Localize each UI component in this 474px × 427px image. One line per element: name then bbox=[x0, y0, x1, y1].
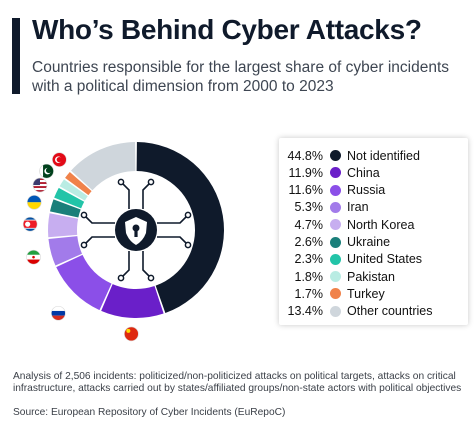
legend-label: Not identified bbox=[347, 148, 420, 163]
legend-swatch bbox=[330, 271, 341, 283]
legend-item-not-identified: 44.8% Not identified bbox=[279, 147, 468, 164]
legend-label: Ukraine bbox=[347, 235, 391, 249]
legend-label: Turkey bbox=[347, 286, 385, 301]
legend-swatch bbox=[330, 219, 341, 231]
donut-slice-turkey bbox=[65, 172, 92, 196]
chart-legend: 44.8% Not identified 11.9% China 11.6% Russia… bbox=[279, 138, 468, 325]
legend-item-russia: 11.6% Russia bbox=[279, 182, 468, 199]
united-states-flag-icon bbox=[32, 177, 48, 193]
donut-chart bbox=[22, 142, 225, 342]
donut-slice-other-countries bbox=[71, 142, 136, 191]
legend-item-united-states: 2.3% United States bbox=[279, 251, 468, 268]
donut-slice-pakistan bbox=[59, 179, 88, 201]
donut-slice-ukraine bbox=[49, 199, 81, 218]
legend-label: Russia bbox=[347, 183, 386, 198]
footnote: Analysis of 2,506 incidents: politicized… bbox=[13, 371, 462, 394]
legend-value: 11.6% bbox=[288, 183, 323, 198]
iran-flag-icon bbox=[26, 249, 41, 265]
legend-swatch bbox=[330, 236, 341, 248]
legend-value: 4.7% bbox=[294, 217, 324, 232]
legend-swatch bbox=[330, 288, 341, 300]
legend-swatch bbox=[330, 305, 341, 317]
legend-value: 2.3% bbox=[294, 252, 324, 267]
legend-item-north-korea: 4.7% North Korea bbox=[279, 216, 468, 233]
legend-value: 11.9% bbox=[288, 165, 323, 180]
donut-slice-north-korea bbox=[48, 213, 79, 238]
legend-label: Pakistan bbox=[347, 269, 395, 284]
legend-label: North Korea bbox=[347, 217, 415, 232]
donut-slice-russia bbox=[56, 254, 112, 311]
legend-value: 1.8% bbox=[294, 269, 324, 284]
legend-value: 5.3% bbox=[294, 200, 324, 215]
shield-lock-icon bbox=[80, 178, 192, 282]
legend-item-other-countries: 13.4% Other countries bbox=[279, 303, 468, 320]
legend-label: United States bbox=[347, 252, 423, 267]
legend-label: Iran bbox=[347, 200, 369, 215]
legend-value: 1.7% bbox=[294, 286, 324, 301]
china-flag-icon bbox=[124, 326, 139, 342]
pakistan-flag-icon bbox=[39, 163, 54, 179]
legend-value: 13.4% bbox=[287, 304, 323, 319]
ukraine-flag-icon bbox=[26, 194, 42, 210]
donut-slice-not-identified bbox=[136, 142, 225, 313]
donut-slice-china bbox=[101, 284, 164, 318]
russia-flag-icon bbox=[51, 305, 66, 321]
legend-label: Other countries bbox=[347, 304, 433, 319]
title-accent-bar bbox=[12, 18, 20, 94]
north-korea-flag-icon bbox=[22, 216, 38, 232]
source-note: Source: European Repository of Cyber Inc… bbox=[13, 407, 286, 418]
legend-swatch bbox=[330, 167, 341, 179]
turkey-flag-icon bbox=[52, 152, 67, 167]
donut-slice-iran bbox=[48, 236, 83, 266]
legend-swatch bbox=[330, 184, 341, 196]
legend-swatch bbox=[330, 201, 341, 213]
donut-slice-united-states bbox=[54, 187, 85, 209]
legend-item-pakistan: 1.8% Pakistan bbox=[279, 268, 468, 285]
legend-item-iran: 5.3% Iran bbox=[279, 199, 468, 216]
chart-subtitle: Countries responsible for the largest sh… bbox=[32, 59, 449, 95]
legend-value: 2.6% bbox=[294, 235, 324, 249]
legend-item-turkey: 1.7% Turkey bbox=[279, 285, 468, 302]
legend-item-china: 11.9% China bbox=[279, 164, 468, 181]
legend-value: 44.8% bbox=[287, 148, 323, 163]
chart-title: Who’s Behind Cyber Attacks? bbox=[32, 14, 422, 45]
legend-label: China bbox=[347, 165, 380, 180]
legend-swatch bbox=[330, 150, 341, 161]
legend-item-ukraine: 2.6% Ukraine bbox=[279, 234, 468, 251]
legend-swatch bbox=[330, 253, 341, 265]
